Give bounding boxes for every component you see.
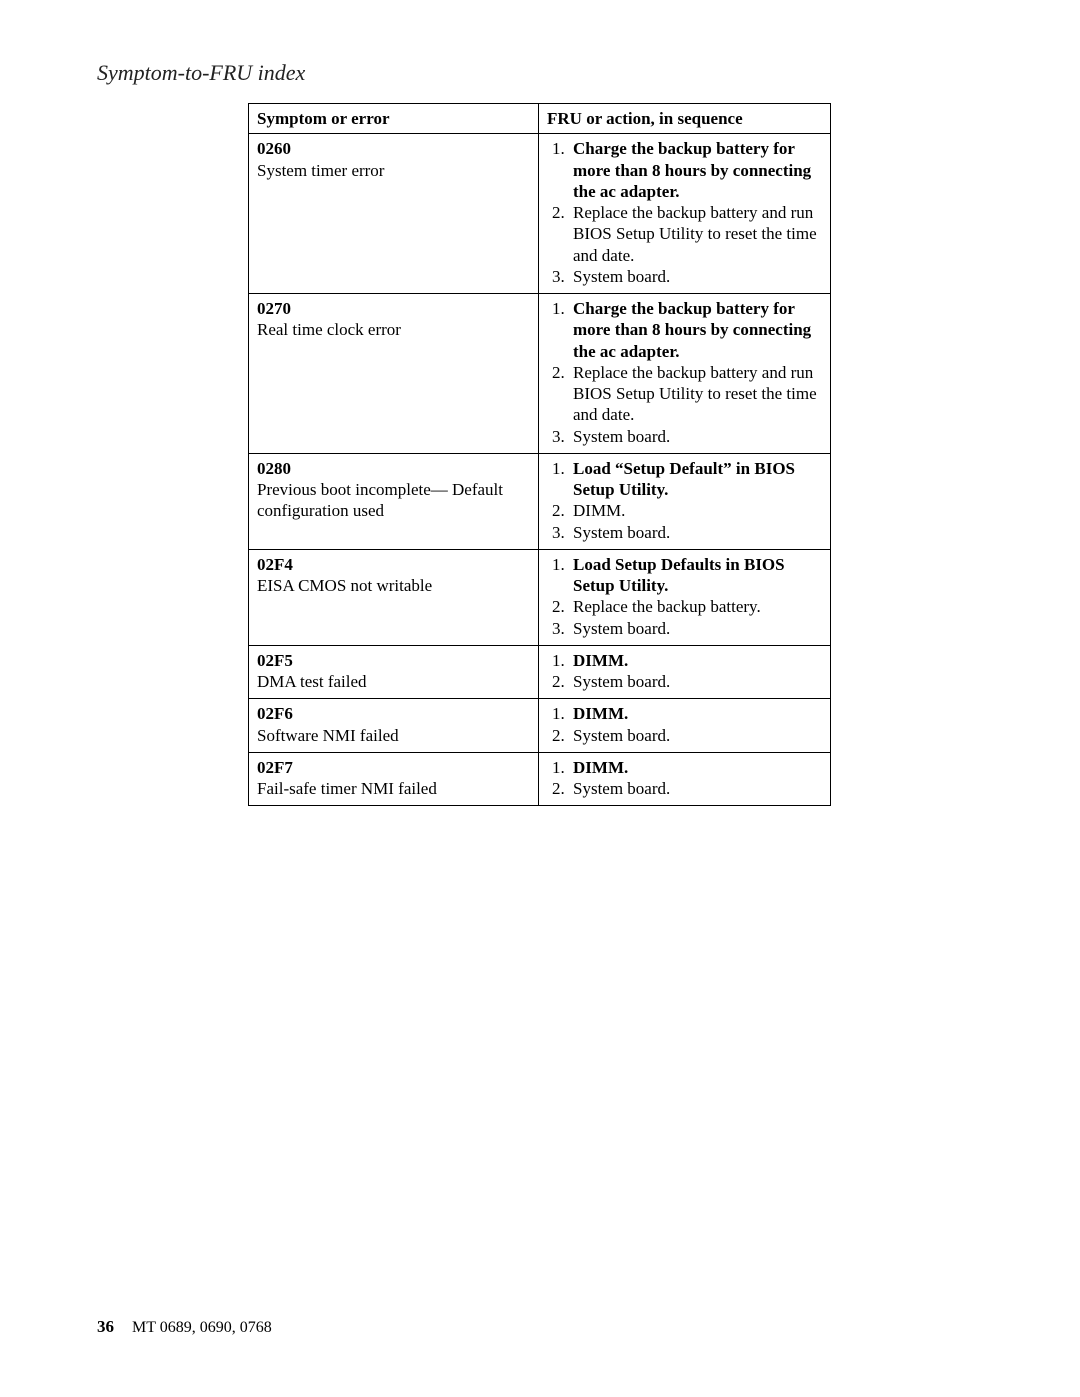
action-text: System board. [573,726,670,745]
action-item: System board. [569,266,828,287]
table-row: 0280 Previous boot incomplete— Default co… [249,453,831,549]
table-row: 02F7 Fail-safe timer NMI failed DIMM. Syste… [249,752,831,806]
action-cell: Load “Setup Default” in BIOS Setup Utili… [539,453,831,549]
error-code: 0260 [257,139,291,158]
page: Symptom-to-FRU index Symptom or error FR… [0,0,1080,1397]
action-text: Replace the backup battery and run BIOS … [573,363,817,425]
action-item: Replace the backup battery and run BIOS … [569,362,828,426]
action-list: DIMM. System board. [547,757,828,800]
action-cell: Charge the backup battery for more than … [539,134,831,294]
action-item: DIMM. [569,650,828,671]
action-text: Charge the backup battery for more than … [573,299,811,361]
error-description: Software NMI failed [257,726,399,745]
error-code: 02F5 [257,651,293,670]
action-item: Charge the backup battery for more than … [569,298,828,362]
action-text: System board. [573,779,670,798]
error-code: 02F6 [257,704,293,723]
action-item: Replace the backup battery. [569,596,828,617]
action-item: System board. [569,778,828,799]
action-item: System board. [569,671,828,692]
table-row: 02F4 EISA CMOS not writable Load Setup Def… [249,549,831,645]
action-item: Load Setup Defaults in BIOS Setup Utilit… [569,554,828,597]
action-cell: Charge the backup battery for more than … [539,294,831,454]
symptom-cell: 0270 Real time clock error [249,294,539,454]
action-cell: DIMM. System board. [539,752,831,806]
action-item: DIMM. [569,500,828,521]
page-footer: 36 MT 0689, 0690, 0768 [97,1317,272,1337]
table-header-row: Symptom or error FRU or action, in seque… [249,104,831,134]
action-text: Load “Setup Default” in BIOS Setup Utili… [573,459,795,499]
action-text: DIMM. [573,501,625,520]
error-description: Previous boot incomplete— Default config… [257,480,503,520]
action-text: System board. [573,619,670,638]
table-row: 0270 Real time clock error Charge the back… [249,294,831,454]
action-list: Charge the backup battery for more than … [547,138,828,287]
action-cell: Load Setup Defaults in BIOS Setup Utilit… [539,549,831,645]
section-title: Symptom-to-FRU index [97,60,305,86]
action-list: Load “Setup Default” in BIOS Setup Utili… [547,458,828,543]
table-row: 02F6 Software NMI failed DIMM. System board… [249,699,831,753]
action-text: System board. [573,523,670,542]
symptom-cell: 0280 Previous boot incomplete— Default co… [249,453,539,549]
action-item: Load “Setup Default” in BIOS Setup Utili… [569,458,828,501]
action-text: System board. [573,427,670,446]
error-description: Fail-safe timer NMI failed [257,779,437,798]
symptom-cell: 02F6 Software NMI failed [249,699,539,753]
symptom-cell: 02F5 DMA test failed [249,645,539,699]
action-item: DIMM. [569,757,828,778]
header-action: FRU or action, in sequence [539,104,831,134]
action-text: DIMM. [573,704,628,723]
symptom-cell: 02F4 EISA CMOS not writable [249,549,539,645]
action-item: System board. [569,426,828,447]
error-description: System timer error [257,161,384,180]
action-text: Replace the backup battery and run BIOS … [573,203,817,265]
action-item: Charge the backup battery for more than … [569,138,828,202]
action-list: DIMM. System board. [547,650,828,693]
action-text: System board. [573,672,670,691]
action-list: Charge the backup battery for more than … [547,298,828,447]
symptom-fru-table: Symptom or error FRU or action, in seque… [248,103,831,806]
action-cell: DIMM. System board. [539,699,831,753]
action-item: System board. [569,725,828,746]
action-item: System board. [569,522,828,543]
action-text: Charge the backup battery for more than … [573,139,811,201]
error-description: Real time clock error [257,320,401,339]
action-cell: DIMM. System board. [539,645,831,699]
error-code: 02F4 [257,555,293,574]
page-number: 36 [97,1317,114,1336]
action-text: DIMM. [573,758,628,777]
footer-model: MT 0689, 0690, 0768 [132,1319,272,1336]
action-item: System board. [569,618,828,639]
table-row: 0260 System timer error Charge the backup … [249,134,831,294]
error-code: 02F7 [257,758,293,777]
table-row: 02F5 DMA test failed DIMM. System board. [249,645,831,699]
action-text: Replace the backup battery. [573,597,761,616]
symptom-cell: 0260 System timer error [249,134,539,294]
action-text: Load Setup Defaults in BIOS Setup Utilit… [573,555,785,595]
error-code: 0270 [257,299,291,318]
action-item: DIMM. [569,703,828,724]
action-item: Replace the backup battery and run BIOS … [569,202,828,266]
action-list: DIMM. System board. [547,703,828,746]
action-text: DIMM. [573,651,628,670]
action-text: System board. [573,267,670,286]
error-code: 0280 [257,459,291,478]
symptom-cell: 02F7 Fail-safe timer NMI failed [249,752,539,806]
error-description: DMA test failed [257,672,367,691]
action-list: Load Setup Defaults in BIOS Setup Utilit… [547,554,828,639]
error-description: EISA CMOS not writable [257,576,432,595]
header-symptom: Symptom or error [249,104,539,134]
